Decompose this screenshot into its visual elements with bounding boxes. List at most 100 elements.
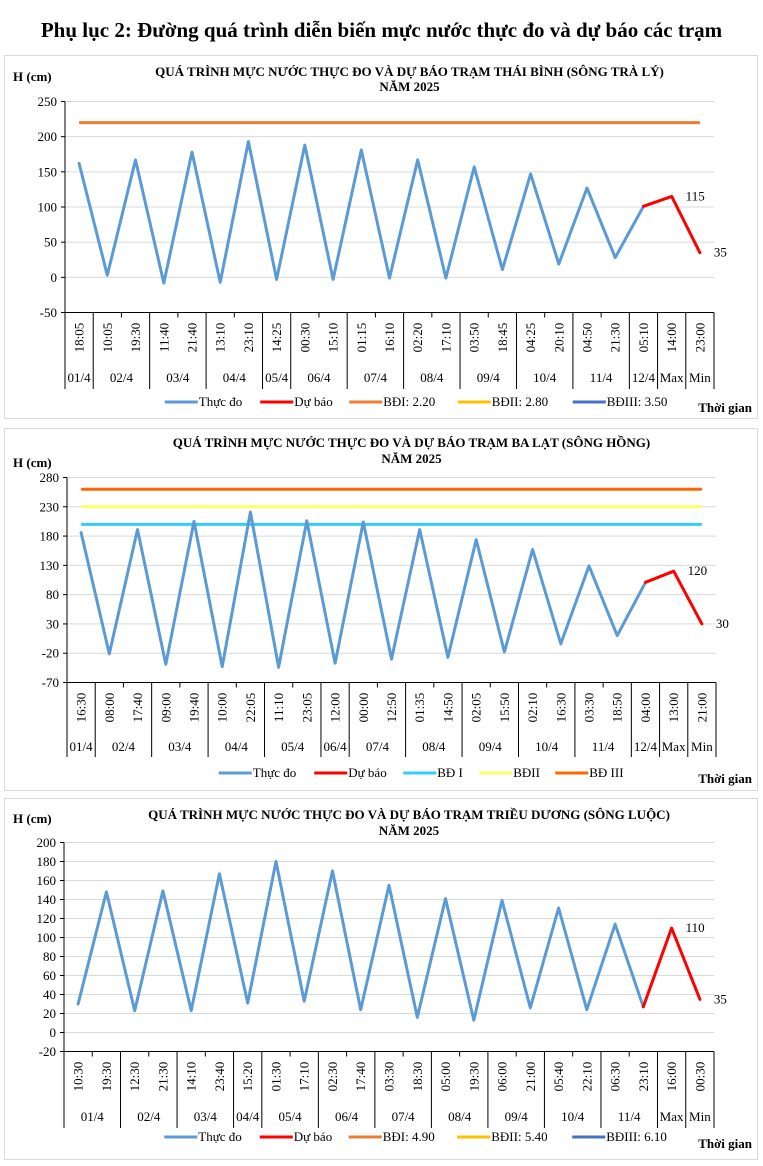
page-title: Phụ lục 2: Đường quá trình diễn biến mực… [40,18,723,42]
x-tick-label: 16:30 [553,693,568,723]
legend-item[interactable]: Thực đo [218,765,297,780]
legend-label: BĐ III [589,765,623,780]
x-tick-label: 10:30 [71,1062,86,1092]
x-tick-label: 23:40 [212,1062,227,1092]
group-label: 08/4 [420,370,444,385]
legend-item[interactable]: Thực đo [164,394,243,409]
x-tick-label: 18:45 [495,323,510,353]
legend-item[interactable]: BĐII [479,765,540,780]
y-tick-label: 160 [37,873,57,888]
x-tick-label: 01:35 [412,693,427,723]
x-tick-label: 12:50 [384,693,399,723]
x-tick-label: 06:00 [495,1062,510,1092]
x-tick-label: 13:10 [213,323,228,353]
legend-item[interactable]: Thực đo [164,1129,242,1144]
group-label: 04/4 [225,739,249,754]
x-tick-label: 00:30 [297,323,312,353]
y-axis-label: H (cm) [13,69,52,84]
legend-item[interactable]: BĐI: 2.20 [349,394,435,409]
x-tick-label: 17:10 [297,1062,312,1092]
chart-panel-ba-lat: QUÁ TRÌNH MỰC NƯỚC THỰC ĐO VÀ DỰ BÁO TRẠ… [4,428,758,791]
legend-item[interactable]: BĐ I [403,765,463,780]
y-tick-label: 120 [37,911,57,926]
legend-item[interactable]: Dự báo [314,765,387,780]
legend-item[interactable]: BĐII: 5.40 [457,1129,548,1144]
data-label: 35 [714,991,727,1006]
x-tick-label: 03:30 [582,693,597,723]
x-axis-label: Thời gian [698,400,753,415]
x-tick-label: 18:05 [72,323,87,353]
group-label: 01/4 [81,1109,105,1124]
legend-item[interactable]: BĐ III [555,765,624,780]
legend-label: BĐII [513,765,540,780]
x-tick-label: 14:10 [184,1062,199,1092]
x-tick-label: 05:10 [636,323,651,353]
group-label: 03/4 [168,739,192,754]
legend-item[interactable]: Dự báo [260,394,333,409]
legend-item[interactable]: BĐII: 2.80 [457,394,548,409]
x-tick-label: 19:30 [99,1062,114,1092]
y-tick-label: 200 [38,129,58,144]
y-tick-label: 100 [37,930,57,945]
group-label: Min [689,1109,711,1124]
y-tick-label: -20 [39,1044,56,1059]
x-tick-label: 15:50 [497,693,512,723]
y-axis-label: H (cm) [13,455,52,470]
legend-label: Thực đo [199,394,243,409]
x-tick-label: 02:05 [469,693,484,723]
group-label: 12/4 [634,739,658,754]
data-label: 110 [686,920,705,935]
chart-ba-lat: QUÁ TRÌNH MỰC NƯỚC THỰC ĐO VÀ DỰ BÁO TRẠ… [13,435,753,786]
legend-label: Dự báo [348,765,386,780]
legend-label: BĐ I [437,765,463,780]
legend-label: Thực đo [253,765,297,780]
x-tick-label: 14:50 [440,693,455,723]
y-tick-label: 80 [46,587,59,602]
legend-item[interactable]: BĐIII: 3.50 [572,394,668,409]
group-label: 04/4 [223,370,247,385]
y-tick-label: 40 [43,987,56,1002]
x-tick-label: 12:00 [328,693,343,723]
chart-subtitle: NĂM 2025 [379,79,440,94]
y-tick-label: 180 [40,529,60,544]
y-tick-label: 30 [46,616,59,631]
legend-label: BĐI: 2.20 [383,394,435,409]
group-label: 05/4 [279,1109,303,1124]
x-tick-label: 03:30 [382,1062,397,1092]
x-tick-label: 14:00 [664,323,679,353]
y-tick-label: -50 [40,305,57,320]
x-tick-label: 08:00 [102,693,117,723]
x-tick-label: 19:40 [186,693,201,723]
x-tick-label: 20:10 [551,323,566,353]
y-tick-label: 130 [40,558,60,573]
x-tick-label: 02:30 [325,1062,340,1092]
group-label: 02/4 [137,1109,161,1124]
y-tick-label: 280 [40,470,60,485]
group-label: Min [689,370,711,385]
legend-item[interactable]: Dự báo [259,1129,332,1144]
legend-label: BĐII: 2.80 [492,394,548,409]
x-tick-label: 05:00 [438,1062,453,1092]
legend-item[interactable]: BĐIII: 6.10 [572,1129,667,1144]
legend-label: BĐIII: 3.50 [607,394,668,409]
group-label: 02/4 [110,370,134,385]
chart-thai-binh: QUÁ TRÌNH MỰC NƯỚC THỰC ĐO VÀ DỰ BÁO TRẠ… [13,64,753,415]
y-tick-label: 20 [43,1006,56,1021]
group-label: 08/4 [448,1109,472,1124]
data-label: 35 [714,245,727,260]
x-tick-label: 16:10 [382,323,397,353]
x-tick-label: 11:10 [271,693,286,722]
group-label: 03/4 [194,1109,218,1124]
observed-series-line [79,510,647,669]
x-tick-label: 19:30 [466,1062,481,1092]
y-tick-label: 150 [38,164,58,179]
x-tick-label: 18:50 [610,693,625,723]
legend-label: BĐI: 4.90 [383,1129,435,1144]
group-label: 10/4 [533,370,557,385]
group-label: 07/4 [364,370,388,385]
legend-item[interactable]: BĐI: 4.90 [348,1129,435,1144]
x-tick-label: 16:30 [74,693,89,723]
group-label: 03/4 [166,370,190,385]
x-tick-label: 22:05 [243,693,258,723]
x-tick-label: 17:10 [438,323,453,353]
